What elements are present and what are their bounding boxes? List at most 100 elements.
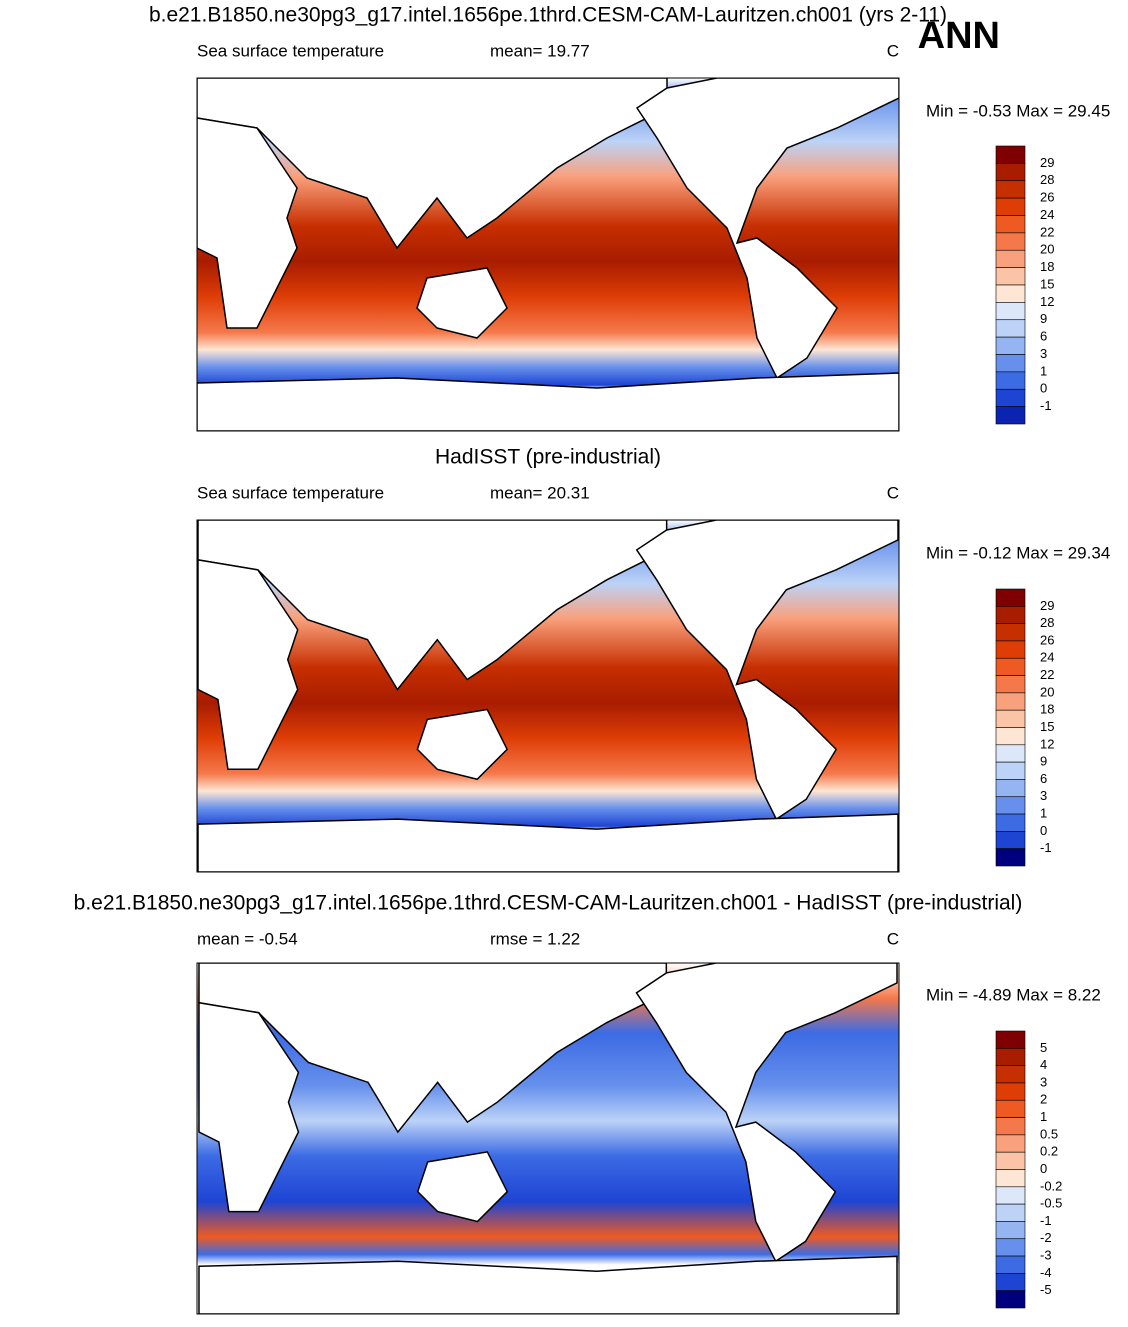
colorbar-label: 9 — [1040, 754, 1047, 769]
colorbar-label: 29 — [1040, 155, 1054, 170]
map-frame — [196, 77, 900, 432]
colorbar-box — [995, 145, 1026, 164]
colorbar-box — [995, 1134, 1026, 1153]
units-label: C — [887, 483, 899, 502]
colorbar-label: -1 — [1040, 840, 1052, 855]
panel-title: b.e21.B1850.ne30pg3_g17.intel.1656pe.1th… — [149, 4, 947, 27]
colorbar-label: 15 — [1040, 719, 1054, 734]
colorbar-box — [995, 1186, 1026, 1205]
colorbar-label: 0 — [1040, 1161, 1047, 1176]
maps — [196, 77, 900, 1315]
colorbar-label: 28 — [1040, 172, 1054, 187]
colorbar-box — [995, 1273, 1026, 1291]
colorbar-label: 18 — [1040, 702, 1054, 717]
colorbar-box — [995, 163, 1026, 182]
colorbar-label: 2 — [1040, 1092, 1047, 1107]
colorbar-box — [995, 1048, 1026, 1066]
colorbar-box — [995, 1238, 1026, 1257]
colorbar-label: -5 — [1040, 1282, 1052, 1297]
colorbar-box — [995, 1203, 1026, 1222]
colorbar-box — [995, 302, 1026, 321]
min-max-label: Min = -4.89 Max = 8.22 — [926, 985, 1101, 1004]
colorbar-label: 12 — [1040, 294, 1054, 309]
colorbar-box — [995, 1065, 1026, 1084]
left-label: mean = -0.54 — [197, 929, 298, 948]
colorbar-label: 24 — [1040, 207, 1054, 222]
map-frame — [196, 962, 900, 1315]
panel-title: HadISST (pre-industrial) — [435, 446, 661, 469]
colorbar-box — [995, 197, 1026, 216]
units-label: C — [887, 41, 899, 60]
colorbar-label: 9 — [1040, 311, 1047, 326]
colorbar-label: -0.2 — [1040, 1178, 1062, 1193]
colorbar-box — [995, 267, 1026, 286]
colorbar-box — [995, 606, 1026, 624]
colorbar-box — [995, 232, 1026, 251]
colorbar-label: 0.2 — [1040, 1144, 1058, 1159]
colorbar-label: 22 — [1040, 667, 1054, 682]
colorbar-box — [995, 848, 1026, 867]
panel-title: b.e21.B1850.ne30pg3_g17.intel.1656pe.1th… — [74, 892, 1023, 915]
center-label: rmse = 1.22 — [490, 929, 580, 948]
colorbar-box — [995, 215, 1026, 234]
colorbar-box — [995, 284, 1026, 303]
colorbar-box — [995, 796, 1026, 815]
colorbar-label: 24 — [1040, 650, 1054, 665]
min-max-label: Min = -0.12 Max = 29.34 — [926, 543, 1110, 562]
colorbar-label: 1 — [1040, 363, 1047, 378]
colorbar-box — [995, 675, 1026, 694]
colorbar-box — [995, 1255, 1026, 1274]
colorbar-label: 29 — [1040, 598, 1054, 613]
colorbar-box — [995, 813, 1026, 832]
colorbar-box — [995, 744, 1026, 763]
colorbar-label: -1 — [1040, 1213, 1052, 1228]
colorbar-box — [995, 623, 1026, 642]
colorbar-box — [995, 1169, 1026, 1188]
colorbar-box — [995, 336, 1026, 355]
colorbar-label: 22 — [1040, 224, 1054, 239]
colorbar-box — [995, 1221, 1026, 1240]
season-label: ANN — [918, 15, 1000, 57]
colorbar-box — [995, 354, 1026, 373]
colorbar-box — [995, 692, 1026, 711]
colorbar-box — [995, 831, 1026, 849]
colorbar-label: 6 — [1040, 329, 1047, 344]
colorbar-label: 1 — [1040, 806, 1047, 821]
colorbar-box — [995, 249, 1026, 268]
colorbar-label: 0 — [1040, 823, 1047, 838]
center-label: mean= 20.31 — [490, 483, 590, 502]
colorbar-box — [995, 779, 1026, 798]
colorbar-box — [995, 640, 1026, 659]
left-label: Sea surface temperature — [197, 483, 384, 502]
map-frame — [196, 519, 900, 873]
colorbar-box — [995, 1290, 1026, 1309]
colorbar-label: -4 — [1040, 1265, 1052, 1280]
colorbar-label: 26 — [1040, 632, 1054, 647]
colorbar-label: 0.5 — [1040, 1126, 1058, 1141]
colorbar-box — [995, 388, 1026, 407]
colorbar-box — [995, 319, 1026, 338]
colorbar-box — [995, 1117, 1026, 1136]
colorbar-label: -2 — [1040, 1230, 1052, 1245]
colorbar-label: 1 — [1040, 1109, 1047, 1124]
colorbar-box — [995, 1082, 1026, 1101]
colorbar-label: 15 — [1040, 276, 1054, 291]
units-label: C — [887, 929, 899, 948]
colorbar-label: 0 — [1040, 381, 1047, 396]
colorbar-box — [995, 406, 1026, 425]
colorbar-label: -1 — [1040, 398, 1052, 413]
colorbar-label: 6 — [1040, 771, 1047, 786]
colorbar-label: -0.5 — [1040, 1196, 1062, 1211]
colorbar-box — [995, 180, 1026, 199]
colorbar-box — [995, 709, 1026, 728]
colorbar-label: 18 — [1040, 259, 1054, 274]
colorbar-label: 26 — [1040, 190, 1054, 205]
colorbar-label: 3 — [1040, 788, 1047, 803]
colorbar-box — [995, 371, 1026, 390]
min-max-label: Min = -0.53 Max = 29.45 — [926, 101, 1110, 120]
colorbar-label: -3 — [1040, 1248, 1052, 1263]
colorbar-box — [995, 1099, 1026, 1118]
colorbar-box — [995, 657, 1026, 676]
colorbar-box — [995, 1151, 1026, 1170]
